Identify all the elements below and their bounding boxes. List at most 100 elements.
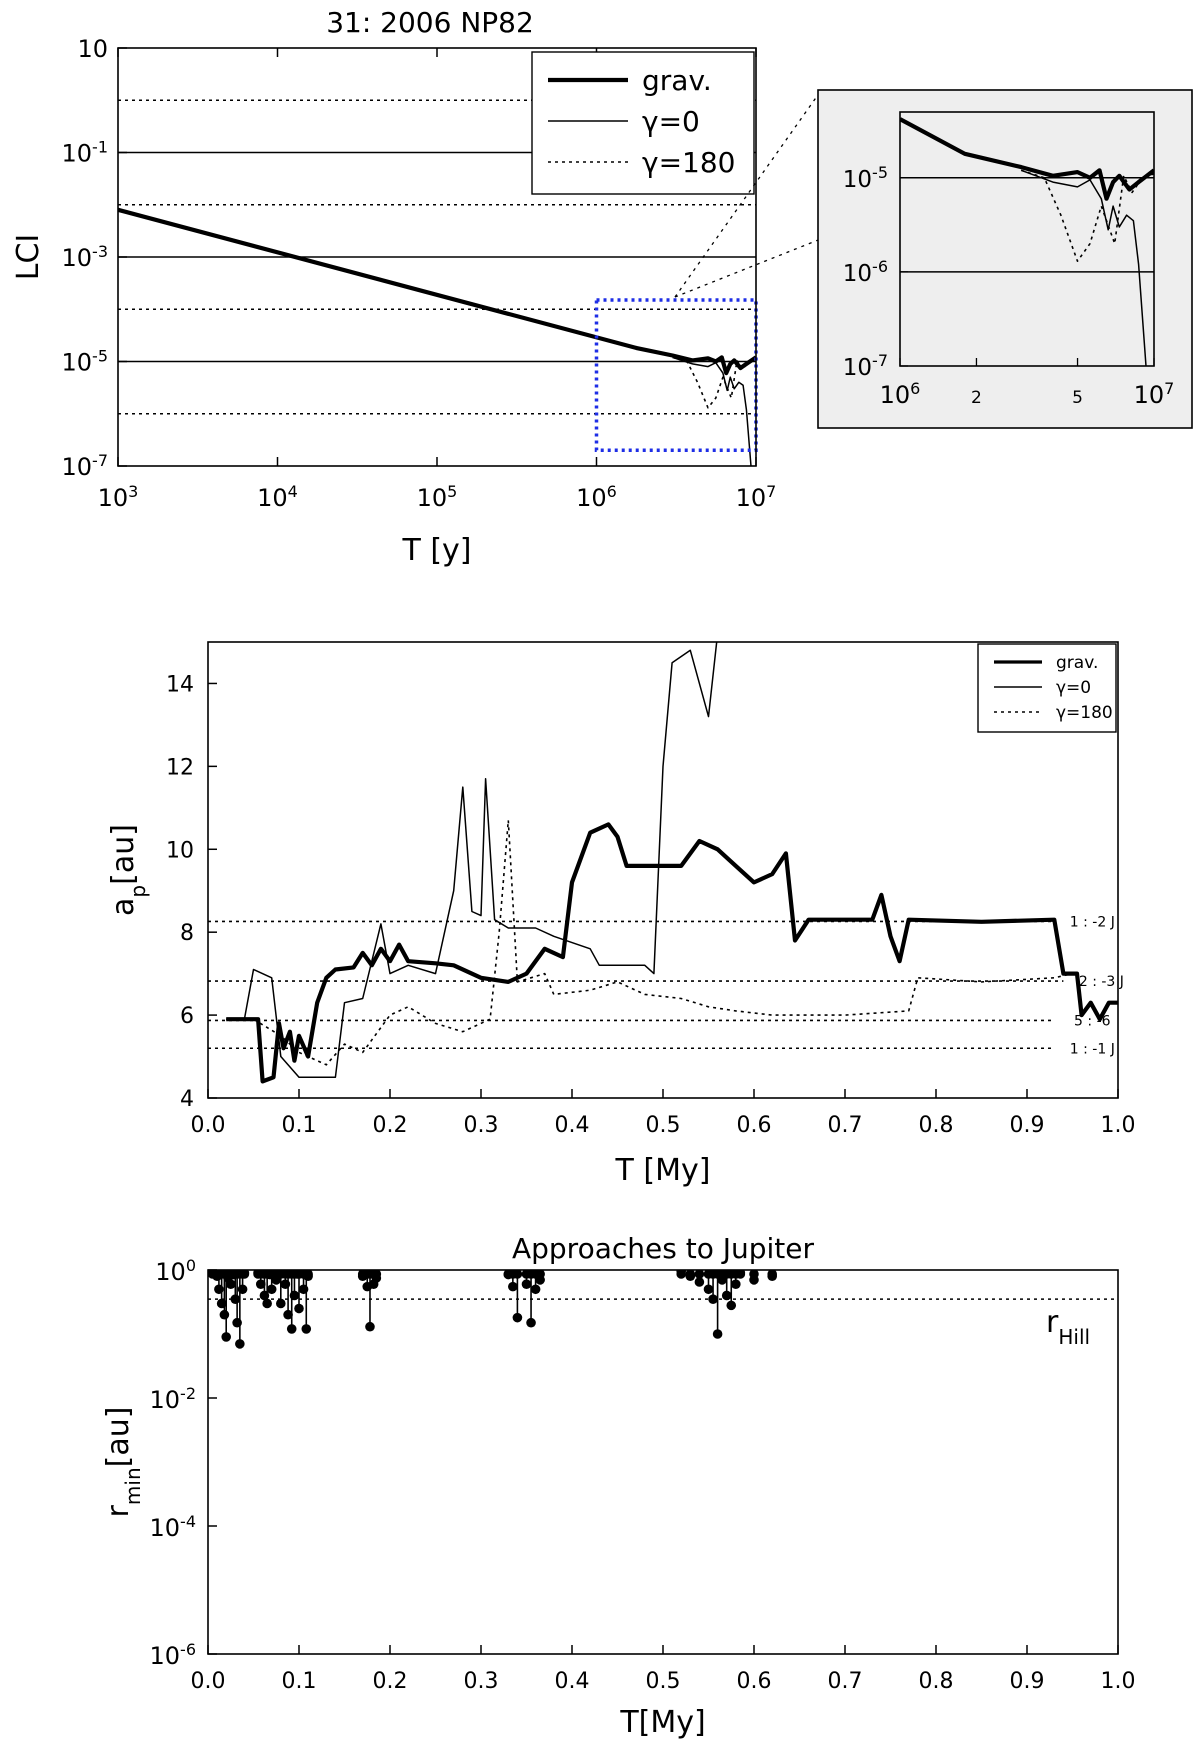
approach-point-25 [294,1303,304,1314]
inset-series [900,117,1154,366]
approach-point-46 [694,1277,705,1287]
lci-y-ticks: 10-710-510-310-110 [62,35,127,482]
approaches-y-tick-label-0-base: 10 [150,1642,181,1670]
semimajor-axis-y-tick-label-1: 6 [180,1004,194,1029]
semimajor-axis-x-tick-label-4: 0.4 [555,1113,590,1138]
approach-point-53 [731,1279,741,1289]
lci-y-tick-label-4-base: 10 [77,35,108,63]
semimajor-axis-y-tick-label-5: 14 [166,672,194,697]
lci-y-tick-label-1: 10-5 [62,346,109,377]
legend-label-1: γ=0 [642,105,700,138]
approach-point-9 [237,1284,248,1295]
lci-series-0 [118,207,756,376]
lci-series [118,207,756,466]
lci-y-tick-label-3-base: 10 [62,140,93,168]
approaches-x-tick-label-10: 1.0 [1101,1669,1136,1694]
lci-x-tick-label-3-base: 10 [576,484,607,512]
semimajor-axis-y-tick-label-0: 4 [180,1087,194,1112]
approaches-x-tick-label-2: 0.2 [373,1669,408,1694]
legend-label-0: grav. [1056,653,1098,673]
approach-point-top-44 [676,1270,686,1279]
inset-x-tick-label-2: 5 [1072,388,1083,408]
lci-x-tick-label-4-exp: 7 [766,482,776,501]
lci-y-tick-label-4: 10 [77,35,108,63]
approach-point-top-30 [274,1270,284,1279]
semimajor-axis-y-tick-label-3: 10 [166,838,194,863]
semimajor-axis-y-tick-label-4: 12 [166,755,194,780]
semimajor-axis-x-tick-label-9: 0.9 [1010,1113,1045,1138]
lci-y-tick-label-0: 10-7 [62,451,109,482]
semimajor-axis-x-tick-label-1: 0.1 [282,1113,317,1138]
semimajor-axis-y-tick-label-2: 8 [180,921,194,946]
resonance-label-0: 1 : -2 J [1070,914,1115,930]
approach-point-top-43 [535,1270,545,1279]
lci-y-axis-label: LCI [11,234,46,281]
approach-point-51 [721,1290,732,1301]
semimajor-axis-series-1 [226,642,718,1079]
approach-point-3 [219,1309,230,1320]
semimajor-axis-x-ticks: 0.0 0.1 0.2 0.3 0.4 0.5 0.6 0.7 0.8 0.9 1.0 [191,1089,1136,1138]
lci-x-tick-label-2-exp: 5 [447,482,457,501]
approach-points [208,1270,777,1349]
approaches-y-axis-label: rmin[au] [101,1407,145,1518]
approaches-y-tick-label-2-base: 10 [150,1386,181,1414]
approaches-x-tick-label-9: 0.9 [1010,1669,1045,1694]
semimajor-axis-series [226,642,1118,1084]
approaches-x-tick-label-8: 0.8 [919,1669,954,1694]
approach-point-top-31 [292,1270,302,1279]
approaches-y-tick-label-1-base: 10 [150,1514,181,1542]
approach-point-20 [276,1298,286,1309]
lci-reference-lines [118,99,756,415]
resonance-label-2: 5 : -6 [1074,1013,1111,1029]
approach-point-52 [726,1300,737,1311]
approach-point-top-39 [512,1270,523,1279]
lci-legend: grav. γ=0 γ=180 [531,51,755,195]
approach-point-18 [266,1284,277,1295]
approaches-x-tick-label-5: 0.5 [646,1669,681,1694]
approach-point-top-36 [371,1270,382,1279]
resonance-label-1: 2 : -3 J [1079,974,1124,990]
inset-reference-lines [900,177,1154,273]
lci-x-tick-label-3-exp: 6 [607,482,617,501]
inset-series-0 [900,117,1154,201]
semimajor-axis-legend: grav. γ=0 γ=180 [977,643,1117,733]
semimajor-axis-y-axis-label: ap[au] [106,824,150,916]
legend-box [531,51,755,195]
lci-x-tick-label-3: 106 [576,482,617,513]
approach-point-top-45 [685,1270,696,1279]
lci-x-tick-label-0-exp: 3 [128,482,138,501]
lci-y-tick-label-0-base: 10 [62,453,93,481]
lci-x-tick-label-2: 105 [417,482,458,513]
semimajor-axis-x-tick-label-6: 0.6 [737,1113,772,1138]
lci-y-tick-label-2-exp: -3 [92,242,108,261]
inset-y-tick-label-2-base: 10 [843,167,872,193]
semimajor-axis-x-tick-label-5: 0.5 [646,1113,681,1138]
legend-label-1: γ=0 [1056,678,1091,698]
approaches-y-tick-label-1-exp: -4 [180,1512,196,1531]
approaches-y-tick-label-3-base: 10 [155,1258,186,1286]
inset-y-tick-label-0-exp: -7 [872,351,888,370]
inset-x-tick-label-0-exp: 6 [910,379,920,398]
lci-series-1 [672,356,752,466]
approach-point-48 [708,1294,718,1304]
lci-y-tick-label-3-exp: -1 [92,137,108,156]
legend-label-0: grav. [642,64,712,97]
approach-point-top-54 [735,1270,746,1279]
legend-label-2: γ=180 [642,146,735,179]
approaches-x-tick-label-7: 0.7 [828,1669,863,1694]
approach-point-17 [262,1298,272,1309]
approach-point-22 [283,1309,293,1320]
approach-point-24 [289,1290,300,1301]
semimajor-axis-x-axis-label: T [My] [615,1153,711,1188]
legend-box [977,643,1117,733]
inset-x-tick-label-3-base: 10 [1134,381,1165,409]
inset-y-tick-label-1-exp: -6 [872,256,888,275]
lci-x-tick-label-4: 107 [736,482,777,513]
inset-x-tick-label-3-exp: 7 [1164,379,1174,398]
approach-point-34 [365,1321,375,1332]
approaches-y-tick-label-3: 100 [155,1256,196,1287]
approach-point-23 [286,1324,297,1334]
inset-x-tick-label-2-base: 5 [1072,388,1083,408]
